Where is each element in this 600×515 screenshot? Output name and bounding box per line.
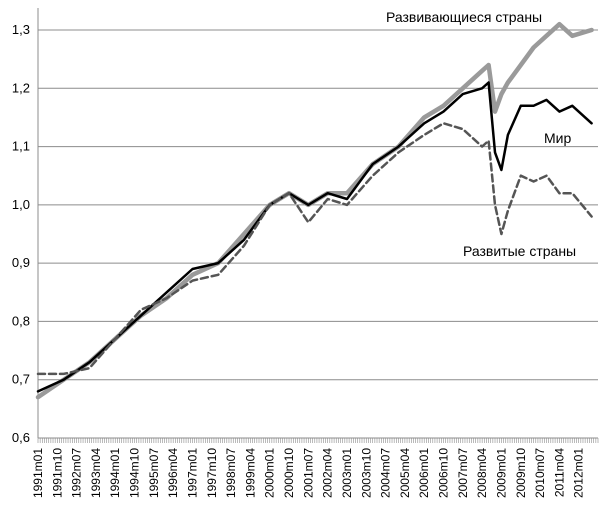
x-tick-label: 2010m07 bbox=[533, 448, 547, 498]
y-tick-label: 0,9 bbox=[12, 255, 30, 270]
x-tick-label: 2006m01 bbox=[417, 448, 431, 498]
x-tick-label: 1992m07 bbox=[70, 448, 84, 498]
y-tick-label: 1,0 bbox=[12, 197, 30, 212]
x-tick-label: 2012m01 bbox=[572, 448, 586, 498]
series-label: Развивающиеся страны bbox=[386, 9, 542, 25]
x-axis-ticks: 1991m01 1991m10 1992m07 1993m04 1994m01 1994m… bbox=[31, 438, 599, 498]
x-tick-label: 1994m01 bbox=[108, 448, 122, 498]
series-line bbox=[36, 122, 593, 376]
axes bbox=[37, 8, 598, 439]
x-tick-label: 1999m04 bbox=[243, 448, 257, 498]
x-tick-label: 1997m10 bbox=[205, 448, 219, 498]
x-tick-label: 2002m04 bbox=[321, 448, 335, 498]
x-tick-label: 2000m01 bbox=[263, 448, 277, 498]
x-tick-label: 2003m10 bbox=[359, 448, 373, 498]
x-tick-label: 2005m04 bbox=[398, 448, 412, 498]
x-tick-label: 2007m07 bbox=[456, 448, 470, 498]
x-tick-label: 2011m04 bbox=[552, 448, 566, 497]
x-tick-label: 2006m10 bbox=[437, 448, 451, 498]
y-tick-label: 0,6 bbox=[12, 430, 30, 445]
series-label: Развитые страны bbox=[463, 243, 576, 259]
x-tick-label: 2003m01 bbox=[340, 448, 354, 498]
x-tick-label: 1991m10 bbox=[50, 448, 64, 498]
x-tick-label: 1991m01 bbox=[31, 448, 45, 498]
x-tick-label: 1997m01 bbox=[185, 448, 199, 498]
x-tick-label: 2000m10 bbox=[282, 448, 296, 498]
x-tick-label: 2004m07 bbox=[379, 448, 393, 498]
x-tick-label: 2008m04 bbox=[475, 448, 489, 498]
x-tick-label: 1998m07 bbox=[224, 448, 238, 498]
x-tick-label: 1994m10 bbox=[128, 448, 142, 498]
x-tick-label: 1995m07 bbox=[147, 448, 161, 498]
x-tick-label: 2009m01 bbox=[494, 448, 508, 498]
x-tick-label: 1996m04 bbox=[166, 448, 180, 498]
y-axis-ticks: 0,6 0,7 0,8 0,9 1,0 1,1 1,2 1,3 bbox=[12, 22, 30, 445]
series-labels: Развивающиеся страны Мир Развитые страны bbox=[386, 9, 576, 259]
series-lines bbox=[35, 21, 594, 400]
y-tick-label: 1,3 bbox=[12, 22, 30, 37]
x-tick-label: 2001m07 bbox=[301, 448, 315, 498]
x-tick-label: 1993m04 bbox=[89, 448, 103, 498]
y-tick-label: 1,1 bbox=[12, 139, 30, 154]
gridlines bbox=[38, 29, 598, 381]
y-tick-label: 0,7 bbox=[12, 372, 30, 387]
x-tick-label: 2009m10 bbox=[514, 448, 528, 498]
series-label: Мир bbox=[544, 130, 571, 146]
y-tick-label: 1,2 bbox=[12, 80, 30, 95]
series-line bbox=[36, 81, 593, 393]
y-tick-label: 0,8 bbox=[12, 313, 30, 328]
